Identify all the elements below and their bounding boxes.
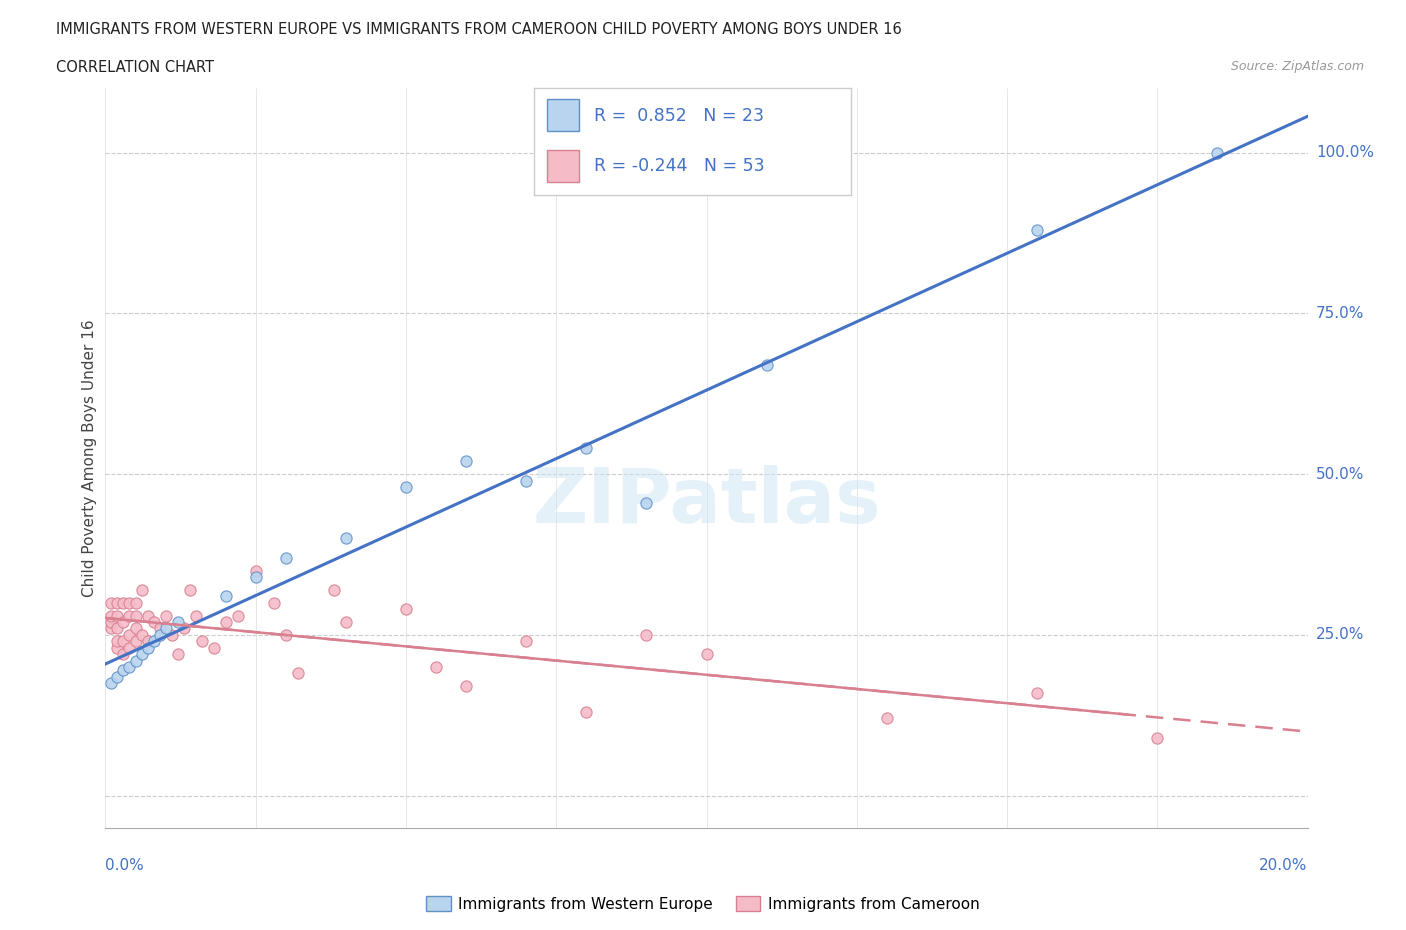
Point <box>876 711 898 725</box>
Point <box>454 679 477 694</box>
Point <box>274 628 297 643</box>
Text: Source: ZipAtlas.com: Source: ZipAtlas.com <box>1230 60 1364 73</box>
Point <box>263 595 285 610</box>
Point <box>131 582 153 597</box>
Point <box>107 608 129 623</box>
Point <box>136 634 159 649</box>
Point <box>1026 222 1049 237</box>
Text: 25.0%: 25.0% <box>1316 628 1364 643</box>
Point <box>100 608 122 623</box>
Point <box>131 628 153 643</box>
Point <box>173 621 195 636</box>
Text: ZIPatlas: ZIPatlas <box>533 465 880 539</box>
Point <box>142 615 165 630</box>
Point <box>335 615 357 630</box>
Point <box>124 653 146 668</box>
Point <box>214 589 236 604</box>
Text: R =  0.852   N = 23: R = 0.852 N = 23 <box>595 107 765 126</box>
Point <box>395 602 418 617</box>
Point <box>100 675 122 690</box>
Point <box>214 615 236 630</box>
Point <box>148 621 170 636</box>
Point <box>100 621 122 636</box>
Point <box>118 595 141 610</box>
Text: 100.0%: 100.0% <box>1316 145 1374 160</box>
Point <box>155 621 177 636</box>
Point <box>202 640 225 655</box>
Point <box>335 531 357 546</box>
Point <box>696 646 718 661</box>
Point <box>454 454 477 469</box>
Point <box>124 595 146 610</box>
Point <box>190 634 212 649</box>
Point <box>515 634 537 649</box>
Point <box>118 608 141 623</box>
Point <box>575 441 598 456</box>
Point <box>287 666 309 681</box>
Point <box>136 640 159 655</box>
Point <box>148 628 170 643</box>
Point <box>118 640 141 655</box>
Text: 0.0%: 0.0% <box>105 858 145 873</box>
Point <box>166 615 188 630</box>
Point <box>124 634 146 649</box>
Point <box>179 582 201 597</box>
Point <box>636 628 658 643</box>
Point <box>112 615 135 630</box>
Point <box>226 608 249 623</box>
FancyBboxPatch shape <box>547 100 579 131</box>
Point <box>107 595 129 610</box>
Point <box>395 480 418 495</box>
Point <box>136 608 159 623</box>
Point <box>112 646 135 661</box>
Point <box>142 634 165 649</box>
Point <box>124 621 146 636</box>
Text: 20.0%: 20.0% <box>1260 858 1308 873</box>
Legend: Immigrants from Western Europe, Immigrants from Cameroon: Immigrants from Western Europe, Immigran… <box>420 890 986 918</box>
Point <box>1026 685 1049 700</box>
Point <box>245 569 267 584</box>
Point <box>100 615 122 630</box>
Point <box>322 582 344 597</box>
Text: 75.0%: 75.0% <box>1316 306 1364 321</box>
Y-axis label: Child Poverty Among Boys Under 16: Child Poverty Among Boys Under 16 <box>82 319 97 597</box>
Text: 50.0%: 50.0% <box>1316 467 1364 482</box>
Point <box>1146 730 1168 745</box>
Point <box>112 663 135 678</box>
Point <box>107 640 129 655</box>
Point <box>160 628 183 643</box>
Point <box>1206 145 1229 160</box>
Point <box>112 595 135 610</box>
Point <box>755 357 778 372</box>
Point <box>425 659 447 674</box>
Point <box>274 551 297 565</box>
Point <box>107 621 129 636</box>
Point <box>100 595 122 610</box>
Text: IMMIGRANTS FROM WESTERN EUROPE VS IMMIGRANTS FROM CAMEROON CHILD POVERTY AMONG B: IMMIGRANTS FROM WESTERN EUROPE VS IMMIGR… <box>56 22 903 37</box>
Point <box>112 634 135 649</box>
Point <box>131 646 153 661</box>
Point <box>118 628 141 643</box>
Point <box>636 496 658 511</box>
Point <box>166 646 188 661</box>
FancyBboxPatch shape <box>547 151 579 182</box>
Point <box>107 634 129 649</box>
Text: R = -0.244   N = 53: R = -0.244 N = 53 <box>595 157 765 176</box>
Point <box>124 608 146 623</box>
Point <box>515 473 537 488</box>
Point <box>245 563 267 578</box>
Point <box>184 608 207 623</box>
Text: CORRELATION CHART: CORRELATION CHART <box>56 60 214 74</box>
Point <box>118 659 141 674</box>
Point <box>107 670 129 684</box>
Point <box>155 608 177 623</box>
Point <box>575 705 598 720</box>
